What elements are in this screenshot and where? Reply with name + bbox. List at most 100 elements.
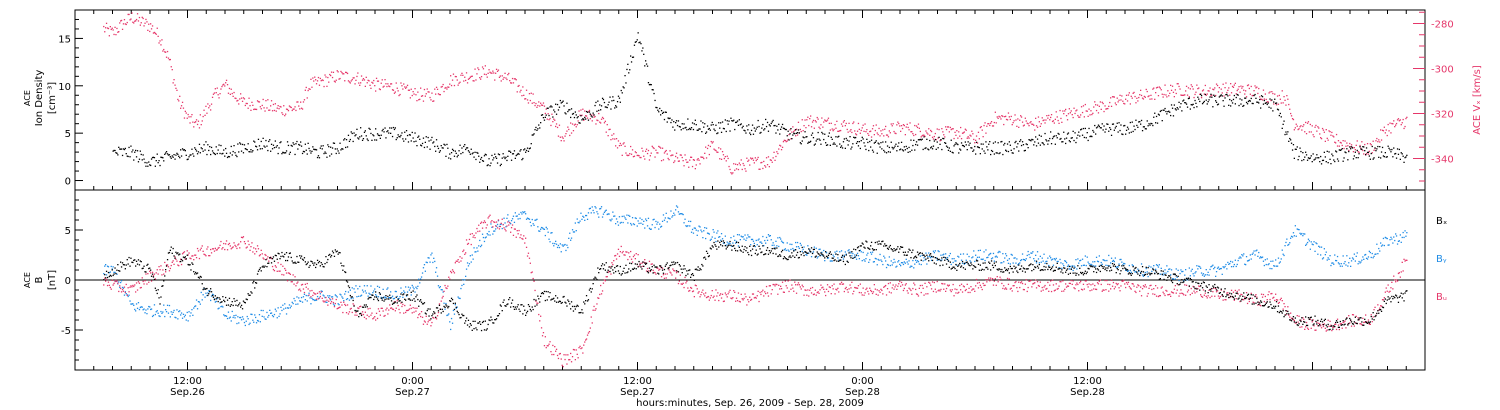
data-point: [760, 131, 762, 134]
data-point: [243, 241, 246, 243]
data-point: [845, 253, 847, 255]
data-point: [1063, 131, 1065, 133]
data-point: [866, 254, 868, 256]
data-point: [1075, 110, 1077, 112]
data-point: [1361, 141, 1363, 143]
data-point: [636, 225, 638, 227]
data-point: [468, 263, 471, 265]
data-point: [1157, 113, 1160, 115]
data-point: [874, 129, 876, 132]
data-point: [175, 154, 177, 156]
data-point: [360, 295, 362, 297]
data-point: [1267, 101, 1269, 103]
data-point: [1246, 103, 1249, 105]
data-point: [781, 241, 784, 243]
data-point: [745, 170, 747, 172]
data-point: [1188, 267, 1190, 269]
data-point: [485, 73, 487, 76]
data-point: [377, 134, 380, 136]
data-point: [1089, 114, 1091, 116]
data-point: [841, 256, 844, 258]
data-point: [778, 148, 780, 150]
data-point: [572, 231, 575, 233]
data-point: [1005, 118, 1008, 121]
data-point: [606, 106, 608, 109]
data-point: [258, 145, 261, 147]
data-point: [358, 138, 360, 140]
data-point: [915, 143, 917, 146]
data-point: [750, 158, 753, 160]
data-point: [1177, 83, 1179, 85]
data-point: [555, 103, 557, 105]
data-point: [104, 277, 106, 279]
data-point: [715, 149, 717, 152]
data-point: [425, 261, 427, 263]
data-point: [690, 156, 693, 158]
data-point: [1209, 87, 1211, 89]
data-point: [485, 154, 487, 156]
data-point: [1164, 84, 1166, 86]
data-point: [1167, 111, 1169, 113]
data-point: [289, 273, 291, 275]
data-point: [483, 73, 486, 75]
data-point: [1213, 94, 1215, 96]
data-point: [1380, 245, 1383, 247]
data-point: [1392, 242, 1394, 244]
data-point: [956, 130, 958, 132]
data-point: [315, 148, 317, 151]
data-point: [244, 104, 246, 107]
data-point: [1244, 97, 1246, 99]
data-point: [1297, 228, 1299, 231]
data-point: [159, 164, 161, 167]
data-point: [1305, 151, 1307, 153]
data-point: [314, 299, 316, 302]
data-point: [1043, 144, 1045, 146]
data-point: [1369, 251, 1371, 254]
data-point: [183, 117, 186, 119]
data-point: [1101, 263, 1103, 265]
data-point: [412, 91, 414, 93]
data-point: [664, 111, 666, 113]
data-point: [479, 230, 481, 232]
data-point: [249, 105, 251, 107]
data-point: [411, 94, 413, 97]
data-point: [994, 111, 996, 113]
data-point: [536, 218, 538, 220]
data-point: [1319, 246, 1321, 248]
data-point: [197, 250, 200, 252]
data-point: [696, 234, 698, 236]
data-point: [527, 218, 530, 220]
data-point: [582, 108, 584, 110]
data-point: [375, 90, 377, 92]
data-point: [1064, 110, 1066, 112]
data-point: [830, 122, 832, 124]
data-point: [526, 255, 529, 257]
data-point: [674, 129, 676, 131]
data-point: [1234, 259, 1236, 261]
data-point: [1046, 260, 1048, 262]
data-point: [1136, 97, 1138, 99]
data-point: [1091, 264, 1093, 266]
data-point: [727, 243, 729, 245]
data-point: [507, 74, 509, 76]
data-point: [548, 114, 550, 117]
data-point: [135, 310, 137, 312]
data-point: [1159, 87, 1161, 89]
data-point: [182, 107, 185, 109]
data-point: [121, 288, 124, 291]
data-point: [1200, 97, 1203, 99]
data-point: [209, 105, 211, 107]
data-point: [1170, 104, 1173, 106]
data-point: [306, 282, 308, 285]
data-point: [613, 99, 615, 102]
data-point: [489, 214, 491, 216]
data-point: [474, 68, 476, 70]
data-point: [289, 151, 291, 153]
data-point: [1021, 121, 1024, 123]
data-point: [348, 81, 351, 83]
data-point: [848, 140, 850, 142]
data-point: [352, 297, 354, 299]
data-point: [1116, 122, 1118, 124]
data-point: [746, 237, 748, 239]
data-point: [515, 79, 517, 81]
